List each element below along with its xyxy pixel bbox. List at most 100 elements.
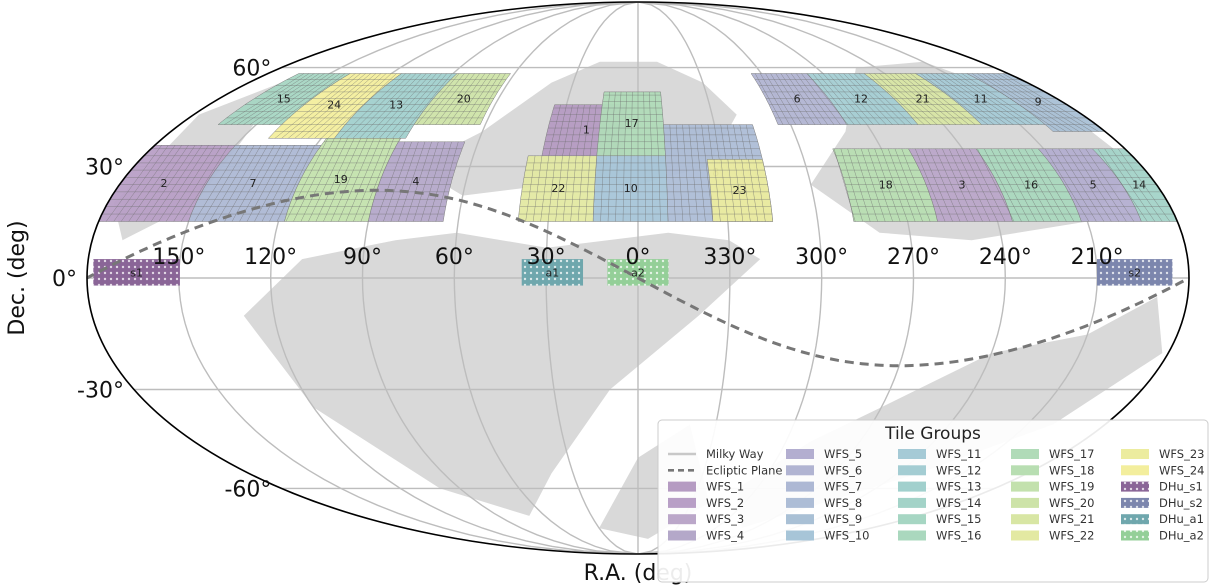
tile-cell-line xyxy=(748,159,759,222)
tile-cell-line xyxy=(323,138,361,222)
tile-cell-line xyxy=(775,73,809,125)
legend-entry-label: WFS_12 xyxy=(936,463,981,477)
tile-cell-line xyxy=(1078,148,1127,222)
tile-cell-line xyxy=(695,124,706,222)
dec-tick-label: 30° xyxy=(85,156,124,181)
tile-cell-line xyxy=(1085,148,1135,222)
legend-swatch xyxy=(786,530,814,541)
tile-cell-line xyxy=(275,73,346,125)
tile-cell-line xyxy=(128,145,182,222)
y-axis-label: Dec. (deg) xyxy=(5,220,30,335)
legend-swatch xyxy=(1121,465,1149,476)
dhu-label: a2 xyxy=(631,266,645,279)
tile-label: 17 xyxy=(625,117,639,130)
tile-cell-line xyxy=(327,73,397,139)
legend-swatch-hatch xyxy=(1121,530,1149,541)
legend-entry-label: WFS_2 xyxy=(706,496,744,510)
tile-cell-line xyxy=(669,124,676,222)
tile-cell-line xyxy=(359,73,422,139)
tile-label: 13 xyxy=(389,99,403,112)
tile-label: 15 xyxy=(277,92,291,105)
legend-entry-label: DHu_s1 xyxy=(1159,480,1203,494)
tile-cell-line xyxy=(961,73,1039,125)
tile-cell-line xyxy=(997,148,1037,222)
tile-cell-line xyxy=(301,73,377,139)
legend-entry-label: WFS_3 xyxy=(706,512,744,526)
tile-cell-line xyxy=(977,148,1015,222)
legend-swatch xyxy=(668,514,696,525)
tile-cell-line xyxy=(676,124,684,222)
legend-entry-label: WFS_20 xyxy=(1049,496,1094,510)
legend-swatch xyxy=(898,530,926,541)
ra-tick-label: 240° xyxy=(979,245,1032,270)
tile-cell-line xyxy=(941,73,1014,125)
tile-cell-line xyxy=(585,155,591,222)
tile-cell-line xyxy=(915,148,946,222)
tile-cell-line xyxy=(375,141,406,222)
tile-cell-line xyxy=(720,159,729,222)
tile-cell-line xyxy=(1058,148,1105,222)
legend-swatch xyxy=(668,530,696,541)
tile-cell-line xyxy=(261,145,302,222)
tile-cell-line xyxy=(828,73,874,125)
legend-swatch xyxy=(1011,481,1039,492)
tile-cell-line xyxy=(925,73,995,125)
tile-cell-line xyxy=(822,73,868,125)
tile-cell-line xyxy=(353,138,388,222)
tile-label: 7 xyxy=(250,177,257,190)
tile-cell-line xyxy=(113,145,169,222)
tile-cell-line xyxy=(230,73,310,125)
tile-cell-line xyxy=(288,73,366,139)
tile-cell-line xyxy=(390,141,419,222)
legend-entry-label: WFS_9 xyxy=(824,512,862,526)
tile-cell-line xyxy=(894,148,923,222)
tile-cell-line xyxy=(383,141,412,222)
tile-cell-line xyxy=(910,73,976,125)
tile-cell-line xyxy=(385,73,442,139)
tile-label: 11 xyxy=(974,92,988,105)
tile-cell-line xyxy=(867,148,893,222)
legend-entry-label: WFS_13 xyxy=(936,480,981,494)
tile-cell-line xyxy=(1031,148,1075,222)
tile-cell-line xyxy=(150,145,203,222)
tile-label: 10 xyxy=(624,182,638,195)
tile-cell-line xyxy=(547,155,556,222)
tile-cell-line xyxy=(920,73,989,125)
tile-label: 4 xyxy=(412,175,419,188)
legend-swatch xyxy=(1011,514,1039,525)
tile-cell-line xyxy=(796,73,835,125)
tile-cell-line xyxy=(860,148,886,222)
tile-cell-line xyxy=(874,73,931,125)
ra-tick-label: 120° xyxy=(244,245,297,270)
tile-cell-line xyxy=(1004,148,1045,222)
tile-cell-line xyxy=(346,73,411,139)
tile-cell-line xyxy=(1097,148,1148,222)
tile-label: 3 xyxy=(959,179,966,192)
ra-tick-label: 150° xyxy=(152,245,205,270)
tile-cell-line xyxy=(562,155,570,222)
legend-entry-label: DHu_s2 xyxy=(1159,496,1203,510)
tile-cell-line xyxy=(577,155,584,222)
tile-cell-line xyxy=(843,73,893,125)
legend-entry-label: WFS_7 xyxy=(824,480,862,494)
tile-cell-line xyxy=(281,73,361,139)
ra-tick-label: 210° xyxy=(1071,245,1124,270)
tile-cell-line xyxy=(630,155,632,222)
tile-cell-line xyxy=(801,73,841,125)
legend-swatch xyxy=(898,449,926,459)
tile-cell-line xyxy=(622,155,625,222)
tile-label: 16 xyxy=(1024,179,1038,192)
ra-tick-label: 270° xyxy=(887,245,940,270)
tile-cell-line xyxy=(392,73,447,139)
tile-cell-line xyxy=(1017,148,1060,222)
tile-cell-line xyxy=(352,73,417,139)
tile-cell-line xyxy=(460,73,496,125)
tile-cell-line xyxy=(741,159,751,222)
tile-label: 21 xyxy=(916,92,930,105)
legend-swatch xyxy=(1011,449,1039,459)
legend-swatch-hatch xyxy=(1121,514,1149,525)
tile-cell-line xyxy=(201,145,248,222)
tile-cell-line xyxy=(765,73,796,125)
legend-swatch xyxy=(898,514,926,525)
legend-entry-label: WFS_14 xyxy=(936,496,981,510)
